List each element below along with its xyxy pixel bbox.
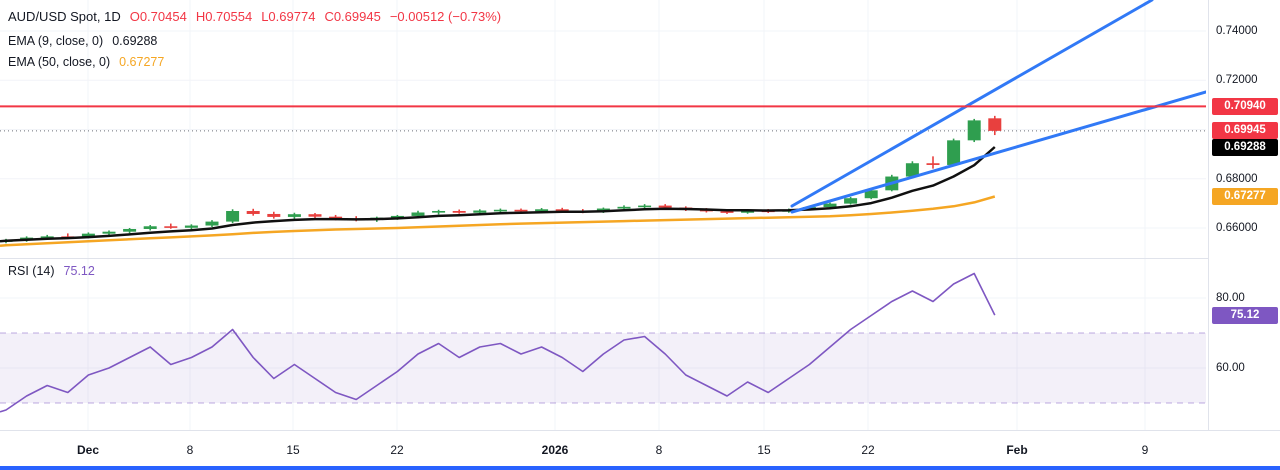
timeline-accent-bar	[0, 466, 1280, 470]
time-tick-label: 9	[1141, 443, 1149, 457]
time-tick-label: 15	[286, 443, 300, 457]
ema9-value: 0.69288	[112, 34, 158, 48]
price-axis-label: 0.72000	[1216, 74, 1258, 87]
ema9-legend-row[interactable]: EMA (9, close, 0) 0.69288	[8, 34, 157, 48]
symbol-title: AUD/USD Spot, 1D	[8, 9, 121, 24]
price-axis[interactable]: 0.74000 0.72000 0.68000 0.66000 80.00 60.00 0.…	[1208, 0, 1280, 430]
time-tick-label: Dec	[76, 443, 99, 457]
time-tick-label: 8	[655, 443, 663, 457]
rsi-axis-label: 60.00	[1216, 362, 1245, 374]
ohlc-low: L0.69774	[261, 9, 316, 24]
ema50-legend-row[interactable]: EMA (50, close, 0) 0.67277	[8, 55, 164, 69]
last-price-badge: 0.69945	[1212, 122, 1278, 140]
time-tick-label: 15	[757, 443, 771, 457]
rsi-value-badge: 75.12	[1212, 306, 1278, 324]
ema50-label: EMA (50, close, 0)	[8, 55, 111, 69]
time-tick-label: 8	[186, 443, 194, 457]
price-axis-label: 0.68000	[1216, 172, 1258, 185]
time-tick-label: Feb	[1006, 443, 1028, 457]
rsi-legend-row[interactable]: RSI (14) 75.12	[8, 264, 95, 278]
chart-canvas[interactable]	[0, 0, 1206, 430]
ohlc-high: H0.70554	[195, 9, 253, 24]
ohlc-change: −0.00512 (−0.73%)	[389, 9, 502, 24]
price-axis-label: 0.66000	[1216, 222, 1258, 234]
time-tick-label: 22	[390, 443, 404, 457]
rsi-value: 75.12	[63, 264, 95, 278]
ema50-value: 0.67277	[119, 55, 165, 69]
time-axis[interactable]: Dec 8 15 22 2026 8 15 22 Feb 9	[0, 430, 1280, 467]
ohlc-close: C0.69945	[324, 9, 381, 24]
ohlc-open: O0.70454	[129, 9, 187, 24]
price-axis-label: 0.74000	[1216, 25, 1258, 37]
rsi-label: RSI (14)	[8, 264, 55, 278]
rsi-axis-label: 80.00	[1216, 292, 1245, 304]
time-tick-label: 22	[861, 443, 875, 457]
ema9-price-badge: 0.69288	[1212, 138, 1278, 156]
time-tick-label: 2026	[541, 443, 569, 457]
symbol-legend-row[interactable]: AUD/USD Spot, 1D O0.70454 H0.70554 L0.69…	[8, 9, 501, 24]
resistance-price-badge: 0.70940	[1212, 97, 1278, 115]
ema50-price-badge: 0.67277	[1212, 188, 1278, 206]
ema9-label: EMA (9, close, 0)	[8, 34, 104, 48]
